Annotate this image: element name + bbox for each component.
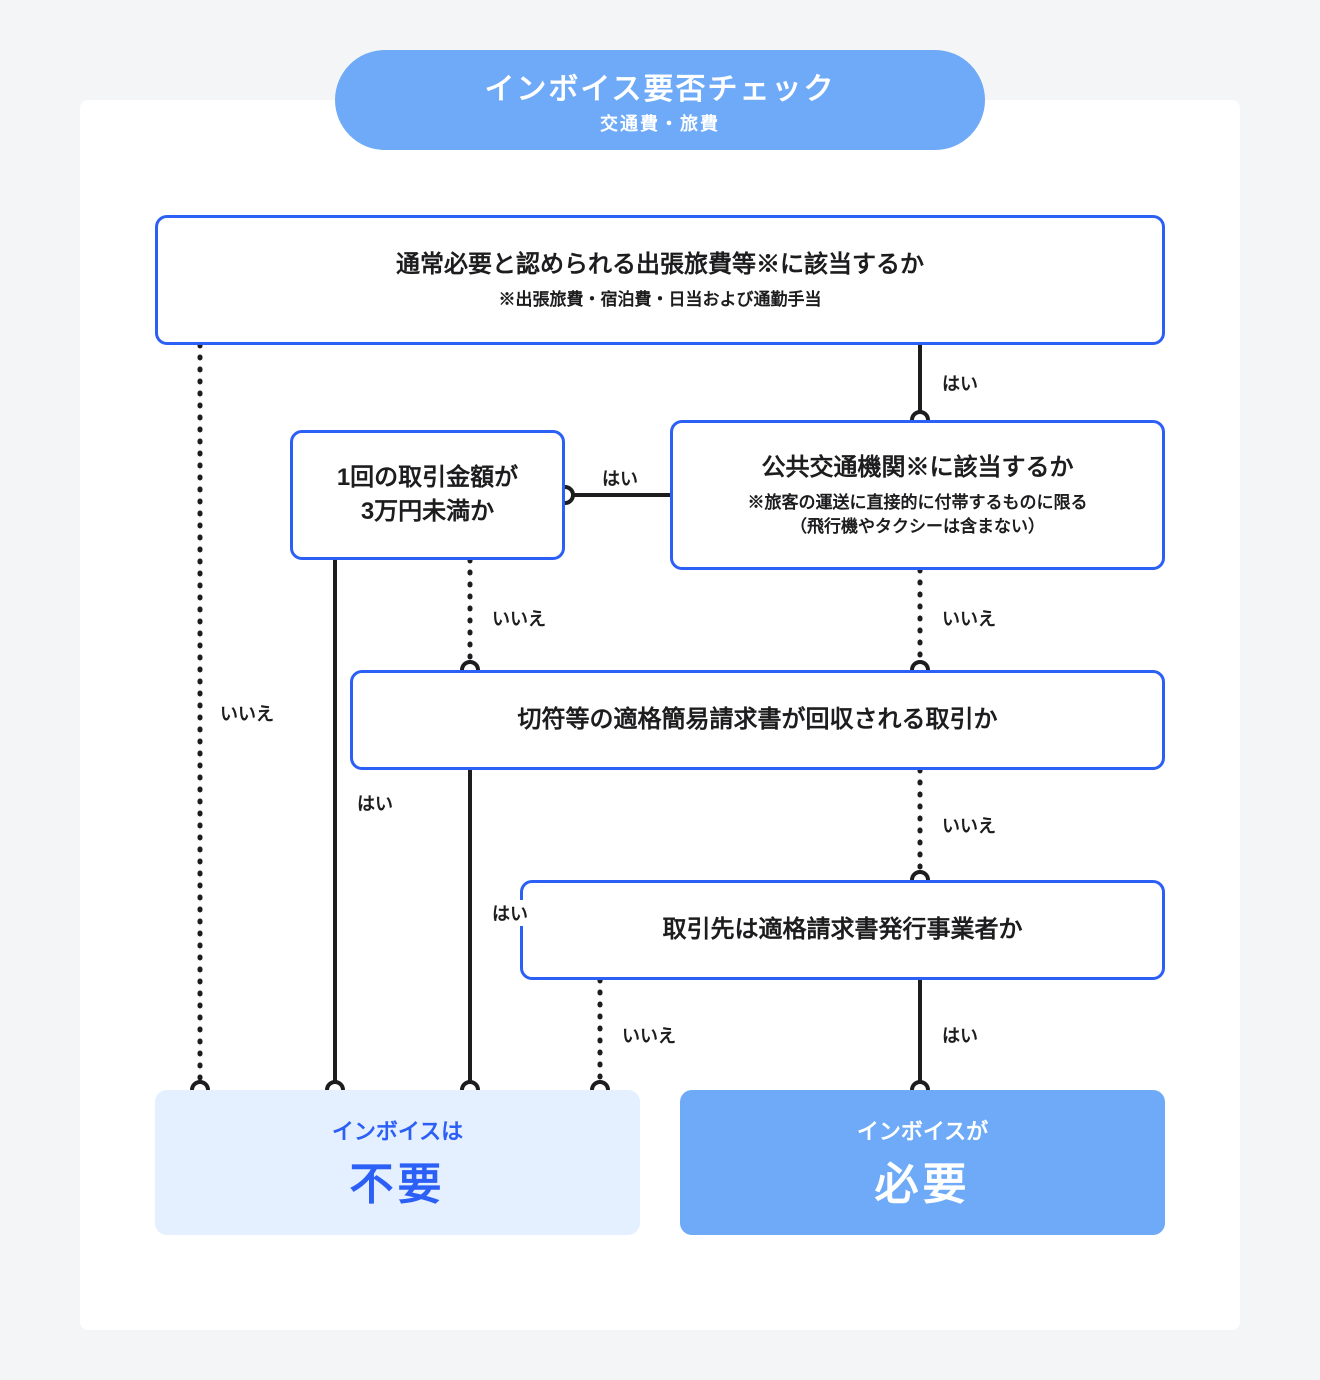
edge-label: いいえ [218,700,276,726]
node-q2: 1回の取引金額が 3万円未満か [290,430,565,560]
node-q2-main1: 1回の取引金額が [337,461,518,495]
node-q3: 公共交通機関※に該当するか ※旅客の運送に直接的に付帯するものに限る （飛行機や… [670,420,1165,570]
node-q4-main: 切符等の適格簡易請求書が回収される取引か [518,703,998,737]
node-q1-note: ※出張旅費・宿泊費・日当および通勤手当 [499,288,822,312]
node-q5-main: 取引先は適格請求書発行事業者か [663,913,1023,947]
header-pill: インボイス要否チェック 交通費・旅費 [335,50,985,150]
result-needed: インボイスが 必要 [680,1090,1165,1235]
node-q4: 切符等の適格簡易請求書が回収される取引か [350,670,1165,770]
node-q3-main: 公共交通機関※に該当するか [762,451,1074,485]
edge-label: いいえ [620,1022,678,1048]
node-q5: 取引先は適格請求書発行事業者か [520,880,1165,980]
node-q1: 通常必要と認められる出張旅費等※に該当するか ※出張旅費・宿泊費・日当および通勤… [155,215,1165,345]
edge-label: はい [355,790,395,816]
edge-label: いいえ [490,605,548,631]
edge-label: はい [940,370,980,396]
result-not-needed: インボイスは 不要 [155,1090,640,1235]
header-title: インボイス要否チェック [484,64,835,108]
edge-label: はい [940,1022,980,1048]
result-not-needed-big: 不要 [350,1148,446,1212]
result-not-needed-pre: インボイスは [332,1114,463,1146]
result-needed-big: 必要 [875,1148,971,1212]
result-needed-pre: インボイスが [857,1114,988,1146]
edge-label: いいえ [940,812,998,838]
edge-label: はい [600,465,640,491]
node-q3-note2: （飛行機やタクシーは含まない） [790,515,1045,539]
edge-label: はい [490,900,530,926]
node-q3-note1: ※旅客の運送に直接的に付帯するものに限る [748,491,1088,515]
header-subtitle: 交通費・旅費 [600,110,720,136]
node-q1-main: 通常必要と認められる出張旅費等※に該当するか [396,248,924,282]
node-q2-main2: 3万円未満か [361,495,494,529]
edge-label: いいえ [940,605,998,631]
